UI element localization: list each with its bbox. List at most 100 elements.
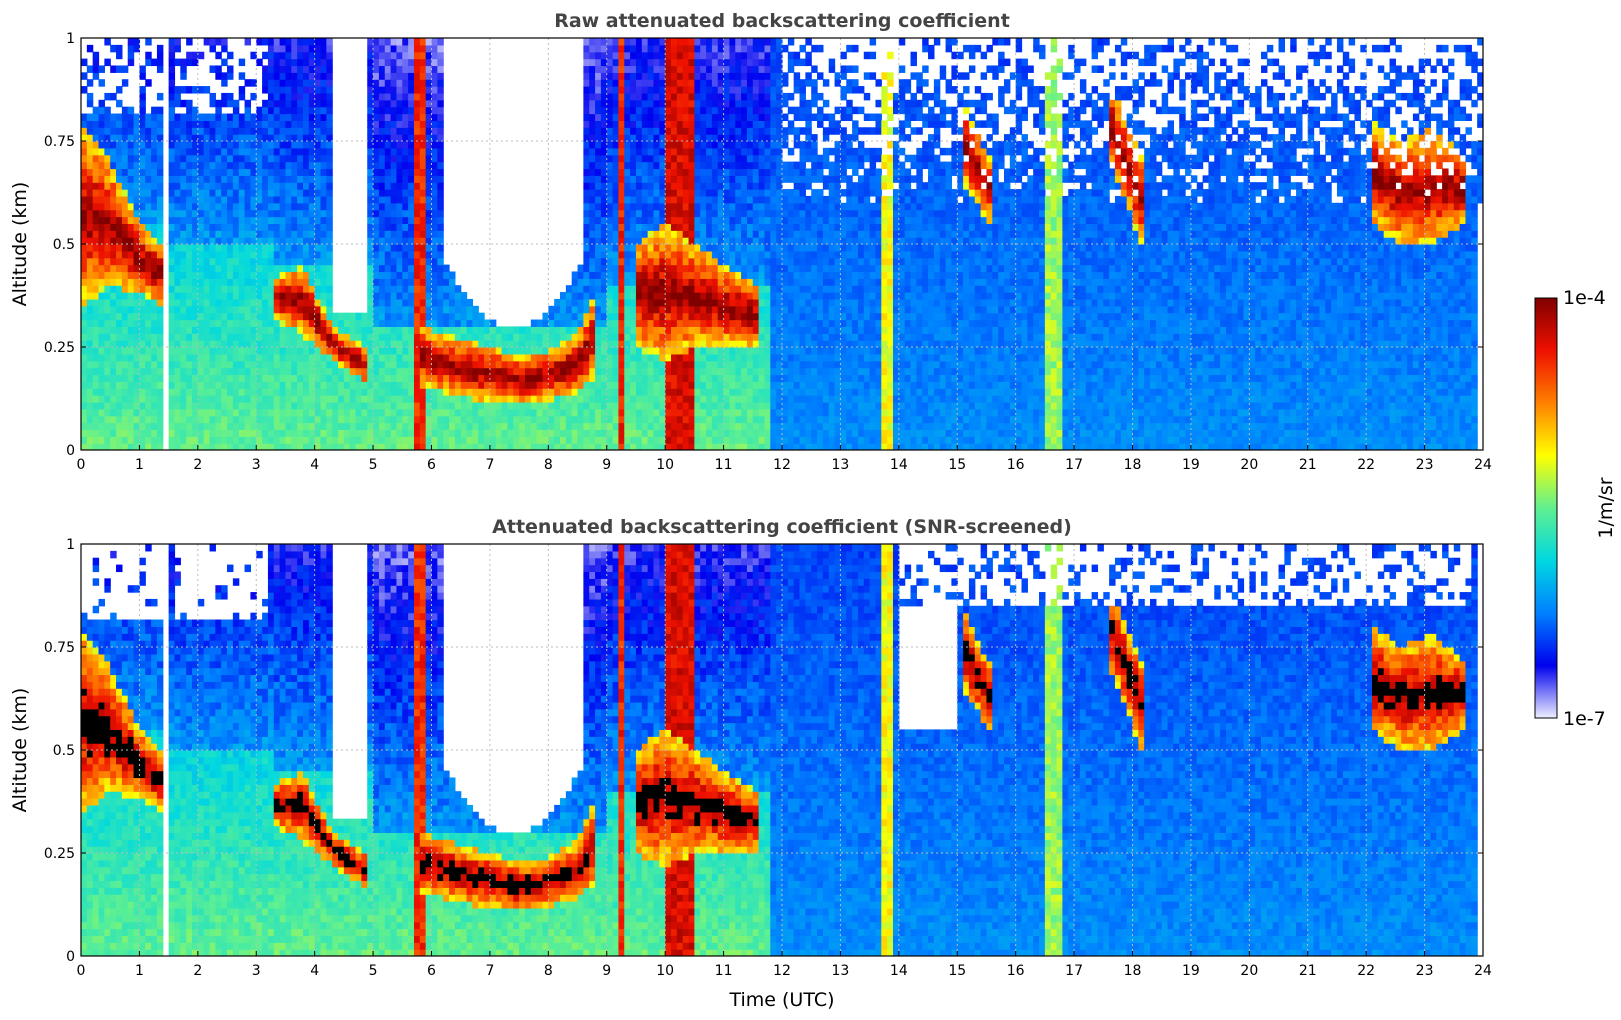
heatmap-cell	[583, 106, 590, 115]
heatmap-cell	[297, 237, 304, 245]
heatmap-cell	[291, 278, 298, 286]
heatmap-cell	[548, 401, 555, 410]
heatmap-cell	[86, 244, 94, 252]
heatmap-cell	[133, 360, 141, 369]
heatmap-cell	[279, 250, 287, 259]
heatmap-cell	[700, 113, 707, 121]
heatmap-cell	[542, 333, 549, 341]
heatmap-cell	[647, 51, 655, 60]
heatmap-cell	[671, 326, 678, 334]
heatmap-cell	[425, 319, 433, 327]
heatmap-cell	[671, 202, 678, 211]
heatmap-cell	[466, 374, 473, 382]
heatmap-cell	[390, 250, 398, 259]
heatmap-cell	[139, 244, 146, 252]
heatmap-cell	[121, 388, 129, 396]
heatmap-cell	[554, 298, 561, 307]
heatmap-cell	[291, 374, 298, 382]
heatmap-cell	[659, 388, 666, 396]
heatmap-cell	[250, 141, 257, 149]
heatmap-cell	[671, 154, 678, 163]
heatmap-cell	[443, 312, 450, 321]
heatmap-cell	[390, 79, 398, 87]
heatmap-cell	[285, 189, 292, 197]
heatmap-cell	[291, 113, 298, 121]
heatmap-cell	[630, 189, 637, 197]
heatmap-cell	[227, 72, 234, 80]
heatmap-cell	[133, 257, 141, 266]
heatmap-cell	[273, 340, 281, 348]
heatmap-cell	[630, 388, 637, 396]
heatmap-cell	[396, 86, 403, 94]
heatmap-cell	[583, 257, 590, 266]
heatmap-cell	[595, 250, 602, 259]
heatmap-cell	[297, 202, 304, 211]
heatmap-cell	[285, 134, 292, 142]
heatmap-cell	[92, 189, 100, 197]
heatmap-cell	[624, 388, 631, 396]
heatmap-cell	[425, 333, 433, 341]
heatmap-cell	[238, 271, 246, 279]
heatmap-cell	[700, 216, 707, 224]
heatmap-cell	[127, 374, 135, 382]
heatmap-cell	[589, 292, 596, 300]
heatmap-cell	[250, 51, 257, 60]
heatmap-cell	[378, 120, 386, 128]
heatmap-cell	[577, 408, 584, 417]
heatmap-cell	[665, 298, 672, 307]
heatmap-cell	[349, 436, 357, 444]
heatmap-cell	[338, 381, 345, 389]
heatmap-cell	[186, 106, 193, 115]
heatmap-cell	[606, 86, 614, 94]
heatmap-cell	[501, 333, 509, 341]
heatmap-cell	[186, 134, 193, 142]
heatmap-cell	[273, 388, 281, 396]
heatmap-cell	[676, 38, 684, 46]
heatmap-cell	[513, 381, 520, 389]
heatmap-cell	[408, 134, 415, 142]
heatmap-cell	[378, 44, 386, 53]
heatmap-cell	[413, 443, 421, 450]
heatmap-cell	[694, 292, 701, 300]
heatmap-cell	[659, 65, 666, 73]
heatmap-cell	[653, 209, 660, 218]
heatmap-cell	[221, 367, 228, 376]
heatmap-cell	[425, 271, 433, 279]
heatmap-cell	[174, 326, 181, 334]
heatmap-cell	[291, 209, 298, 218]
heatmap-cell	[659, 79, 666, 87]
heatmap-cell	[355, 422, 362, 430]
heatmap-cell	[227, 202, 234, 211]
heatmap-cell	[285, 182, 292, 190]
heatmap-cell	[659, 189, 666, 197]
heatmap-cell	[232, 374, 240, 382]
heatmap-cell	[81, 422, 88, 430]
heatmap-cell	[86, 44, 94, 53]
heatmap-cell	[86, 319, 94, 327]
heatmap-cell	[197, 340, 205, 348]
heatmap-cell	[682, 79, 690, 87]
heatmap-cell	[227, 340, 234, 348]
heatmap-cell	[180, 257, 187, 266]
heatmap-cell	[302, 209, 310, 218]
heatmap-cell	[139, 216, 146, 224]
heatmap-cell	[121, 319, 129, 327]
heatmap-cell	[297, 134, 304, 142]
heatmap-cell	[618, 195, 625, 204]
heatmap-cell	[139, 99, 146, 108]
heatmap-cell	[349, 422, 357, 430]
heatmap-cell	[694, 388, 701, 396]
heatmap-cell	[630, 175, 637, 183]
heatmap-cell	[238, 230, 246, 238]
heatmap-cell	[191, 395, 199, 403]
heatmap-cell	[297, 99, 304, 108]
heatmap-cell	[612, 257, 620, 266]
heatmap-cell	[378, 147, 386, 156]
heatmap-cell	[285, 237, 292, 245]
heatmap-cell	[180, 443, 187, 450]
heatmap-cell	[676, 415, 684, 424]
heatmap-cell	[378, 202, 386, 211]
heatmap-cell	[232, 209, 240, 218]
heatmap-cell	[151, 436, 158, 444]
heatmap-cell	[116, 141, 123, 149]
